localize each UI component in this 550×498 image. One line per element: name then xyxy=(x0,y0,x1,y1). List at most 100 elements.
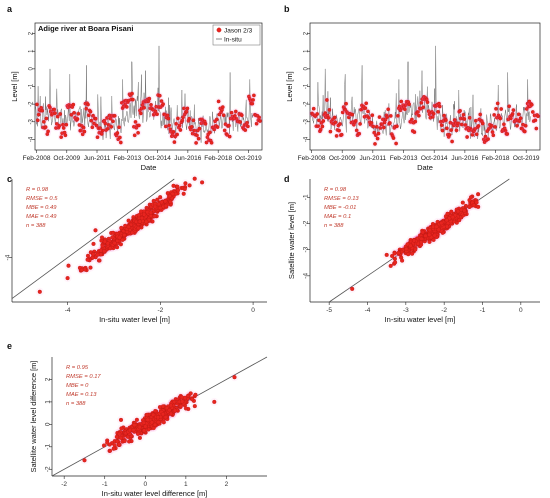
satellite-point xyxy=(372,130,377,135)
satellite-point xyxy=(399,99,404,104)
satellite-point xyxy=(492,113,497,117)
stat-line: RMSE = 0.5 xyxy=(26,196,58,202)
satellite-point xyxy=(323,111,328,115)
satellite-point xyxy=(505,132,510,136)
satellite-point xyxy=(61,126,66,130)
satellite-point xyxy=(386,107,391,112)
data-point xyxy=(175,184,180,189)
satellite-point xyxy=(338,122,342,126)
satellite-point xyxy=(109,124,114,129)
y-tick-label: -1 xyxy=(303,194,310,200)
data-point xyxy=(118,435,123,440)
data-point xyxy=(212,399,217,404)
satellite-point xyxy=(212,127,217,132)
data-point xyxy=(91,252,96,257)
x-tick-label: Oct-2019 xyxy=(513,155,540,162)
satellite-point xyxy=(396,113,400,118)
x-tick-label: -1 xyxy=(102,481,108,488)
data-point xyxy=(148,210,153,215)
data-point xyxy=(126,224,131,229)
data-point xyxy=(408,243,413,248)
data-point xyxy=(153,408,158,414)
satellite-point xyxy=(480,121,485,126)
satellite-point xyxy=(473,118,478,123)
data-point xyxy=(404,246,409,252)
satellite-point xyxy=(52,107,57,112)
y-axis-label: Level [m] xyxy=(10,71,19,101)
data-point xyxy=(131,428,136,433)
satellite-point xyxy=(254,121,259,126)
satellite-point xyxy=(88,109,93,114)
satellite-point xyxy=(95,135,100,140)
data-point xyxy=(137,435,142,440)
satellite-point xyxy=(311,106,316,111)
satellite-point xyxy=(493,125,497,129)
satellite-point xyxy=(84,106,89,111)
x-tick-label: Oct-2009 xyxy=(53,155,80,162)
satellite-point xyxy=(333,120,338,125)
satellite-point xyxy=(495,101,500,106)
x-tick-label: Feb-2018 xyxy=(204,155,232,162)
data-point xyxy=(93,228,98,233)
satellite-point xyxy=(195,133,199,138)
y-tick-label: 1 xyxy=(304,49,310,53)
y-tick-label: 0 xyxy=(304,67,310,71)
data-point xyxy=(152,422,158,427)
satellite-point xyxy=(79,128,83,133)
satellite-point xyxy=(112,113,117,118)
satellite-point xyxy=(54,122,59,126)
satellite-point xyxy=(46,129,50,134)
satellite-point xyxy=(425,100,430,105)
data-point xyxy=(419,236,424,241)
x-tick-label: -4 xyxy=(365,307,371,314)
satellite-point xyxy=(42,119,46,124)
satellite-point xyxy=(36,112,41,117)
data-point xyxy=(384,252,389,257)
x-tick-label: Oct-2014 xyxy=(421,155,448,162)
satellite-point xyxy=(251,98,255,102)
data-point xyxy=(100,243,105,248)
satellite-point xyxy=(421,105,426,110)
data-point xyxy=(474,200,479,205)
x-tick-label: 0 xyxy=(143,481,147,488)
y-axis-label: Level [m] xyxy=(285,71,294,101)
data-point xyxy=(105,440,110,445)
satellite-point xyxy=(350,112,355,117)
satellite-point xyxy=(94,123,99,128)
satellite-point xyxy=(320,124,325,129)
satellite-point xyxy=(467,115,472,120)
data-point xyxy=(151,412,156,417)
satellite-point xyxy=(416,110,420,114)
panel-label: c xyxy=(7,174,12,184)
data-point xyxy=(115,439,120,444)
y-axis-label: Satellite water level difference [m] xyxy=(29,361,38,473)
data-point xyxy=(91,241,96,246)
satellite-point xyxy=(375,136,380,141)
data-point xyxy=(118,417,124,422)
data-point xyxy=(163,415,168,420)
satellite-point xyxy=(172,140,177,144)
data-point xyxy=(126,218,131,223)
y-tick-label: -1 xyxy=(45,444,52,450)
satellite-point xyxy=(454,128,459,133)
satellite-point xyxy=(403,107,407,112)
satellite-point xyxy=(354,128,359,133)
satellite-point xyxy=(442,113,447,118)
satellite-point xyxy=(437,104,442,109)
data-point xyxy=(445,211,450,216)
satellite-point xyxy=(108,116,113,121)
data-point xyxy=(66,263,71,268)
satellite-point xyxy=(413,119,418,124)
data-point xyxy=(471,203,476,208)
one-to-one-line xyxy=(11,178,175,299)
data-point xyxy=(168,403,173,408)
satellite-point xyxy=(325,98,329,102)
data-point xyxy=(161,420,166,425)
x-tick-label: -3 xyxy=(403,307,409,314)
data-point xyxy=(95,252,100,257)
stat-line: MBE = 0.49 xyxy=(26,205,57,211)
satellite-point xyxy=(456,121,461,126)
data-point xyxy=(439,221,444,226)
satellite-point xyxy=(445,126,449,131)
data-point xyxy=(160,404,166,409)
